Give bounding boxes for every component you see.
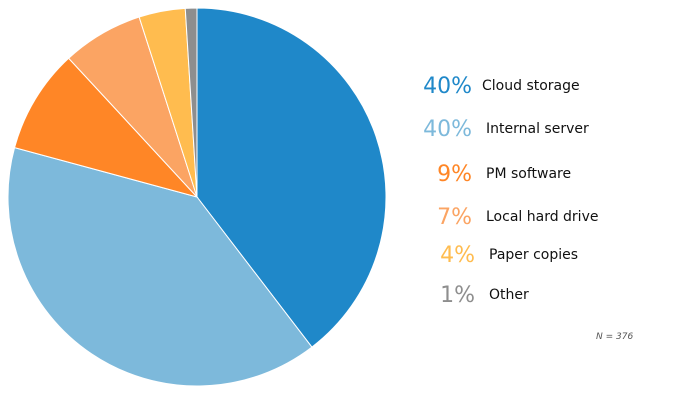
sample-size-note: N = 376 xyxy=(596,332,634,342)
pie-slice-internal-server xyxy=(7,146,313,387)
pie-slice-other xyxy=(184,7,198,198)
pie-slice-pm-software xyxy=(13,57,199,198)
pie-slice-cloud-storage xyxy=(196,7,387,348)
